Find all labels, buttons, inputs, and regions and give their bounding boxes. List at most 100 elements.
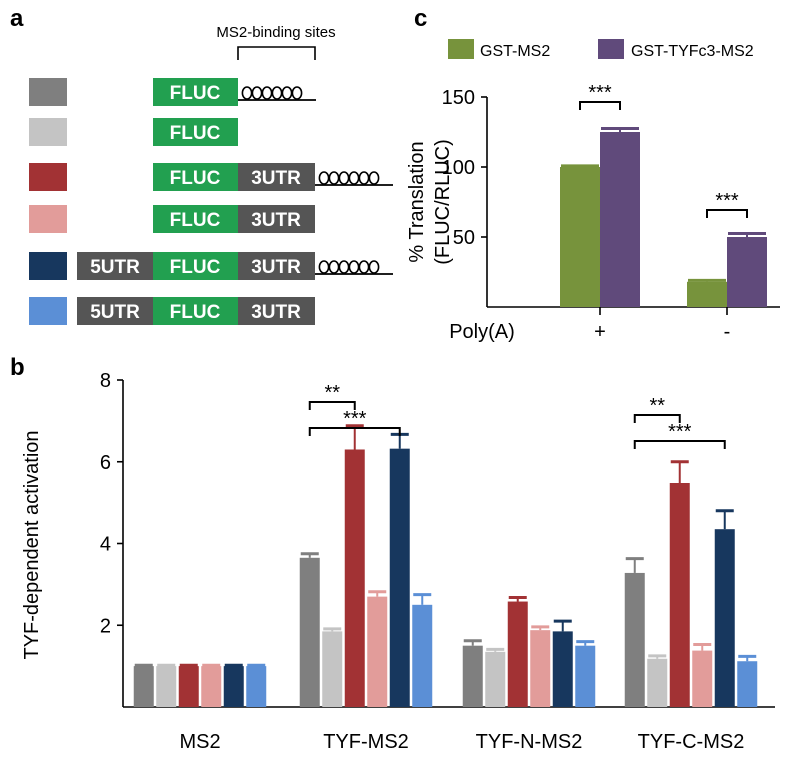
ms2-hairpin-icon [328,260,340,274]
panel-c-xlabel: Poly(A) [449,321,515,343]
fluc-box [153,252,238,280]
b-chart-bar [575,645,596,707]
b-chart-y-tick-label: 2 [100,615,111,637]
c-chart-significance-label: *** [588,82,612,104]
ms2-hairpin-icon [368,171,380,185]
b-chart-significance-label: *** [668,421,692,443]
fluc-box [153,163,238,191]
panel-label-a: a [10,5,24,32]
ms2-hairpin-icon [261,86,273,100]
b-chart-significance-label: ** [324,382,340,404]
c-chart-category-label: - [724,321,731,343]
b-chart-category-label: TYF-N-MS2 [476,731,583,753]
b-chart-bar [133,666,154,707]
b-chart-bar [692,650,713,707]
utr5-label: 5UTR [90,257,140,278]
utr3-box [238,163,315,191]
panel-a-constructs: MS2-binding sites FLUC FLUC FLUC 3UTR FLUC 3U… [29,24,393,325]
utr5-label: 5UTR [90,302,140,323]
ms2-sites-bracket [237,46,316,60]
b-chart-bar [485,651,506,707]
utr5-box [77,252,153,280]
construct-row: FLUC 3UTR [29,205,315,233]
ms2-hairpin-icon [358,260,370,274]
b-chart-category-label: MS2 [179,731,220,753]
ms2-hairpin-icon [348,171,360,185]
fluc-label: FLUC [170,302,221,323]
ms2-hairpin-icon [291,86,303,100]
construct-swatch [29,297,67,325]
legend-label: GST-MS2 [480,43,550,60]
legend-swatch [448,39,474,59]
c-chart-bar [727,237,767,307]
construct-row: 5UTR FLUC 3UTR [29,252,393,280]
b-chart-significance-bracket [633,440,726,449]
legend-swatch [598,39,624,59]
b-chart-significance-bracket [633,414,681,423]
construct-swatch [29,205,67,233]
b-chart-bar [322,631,343,707]
fluc-box [153,78,238,106]
utr5-box [77,297,153,325]
ms2-hairpin-icon [328,171,340,185]
ms2-hairpin-icon [358,171,370,185]
construct-swatch [29,118,67,146]
b-chart-bar [246,666,267,707]
b-chart-category-label: TYF-MS2 [323,731,409,753]
b-chart-y-tick-label: 6 [100,452,111,474]
construct-swatch [29,252,67,280]
ms2-hairpin-icon [318,260,330,274]
panel-label-c: c [414,5,427,32]
ms2-hairpin-icon [348,260,360,274]
legend-label: GST-TYFc3-MS2 [631,43,754,60]
b-chart-bar [201,666,222,707]
c-chart-y-tick-label: 100 [442,157,475,179]
b-chart-bar [223,666,244,707]
ms2-binding-sites-label: MS2-binding sites [216,24,335,41]
fluc-label: FLUC [170,83,221,104]
b-chart-significance-label: *** [343,408,367,430]
b-chart-bar [389,448,410,707]
ms2-hairpin-icon [241,86,253,100]
ms2-hairpin-icon [281,86,293,100]
c-chart-y-tick-label: 150 [442,87,475,109]
b-chart-bar [714,529,735,707]
b-chart-bar [552,631,573,707]
panel-c-ylabel: % Translation [406,141,428,262]
panel-c-chart: GST-MS2 GST-TYFc3-MS2 50 100 150 + - *** *** % … [406,39,780,343]
b-chart-significance-label: ** [649,395,665,417]
b-chart-bar [462,645,483,707]
fluc-label: FLUC [170,257,221,278]
b-chart-bar [624,572,645,707]
c-chart-significance-bracket [579,101,621,110]
b-chart-bar [156,666,177,707]
panel-c-ylabel-2: (FLUC/RLUC) [432,139,454,265]
b-chart-bar [507,601,528,707]
b-chart-bar [737,661,758,707]
b-chart-y-tick-label: 4 [100,534,111,556]
fluc-label: FLUC [170,210,221,231]
fluc-box [153,297,238,325]
fluc-box [153,118,238,146]
construct-row: FLUC [29,118,238,146]
utr3-box [238,297,315,325]
ms2-hairpin-icon [338,171,350,185]
ms2-hairpin-icon [368,260,380,274]
c-chart-category-label: + [594,321,606,343]
b-chart-bar [344,449,365,707]
panel-label-b: b [10,354,25,381]
utr3-box [238,205,315,233]
panel-b-ylabel: TYF-dependent activation [21,430,43,659]
utr3-label: 3UTR [251,257,301,278]
b-chart-category-label: TYF-C-MS2 [638,731,745,753]
ms2-hairpin-icon [338,260,350,274]
construct-row: FLUC [29,78,316,106]
utr3-label: 3UTR [251,302,301,323]
c-chart-bar [560,167,600,307]
b-chart-bar [299,557,320,707]
utr3-box [238,252,315,280]
b-chart-significance-bracket [308,427,401,436]
construct-row: 5UTR FLUC 3UTR [29,297,315,325]
